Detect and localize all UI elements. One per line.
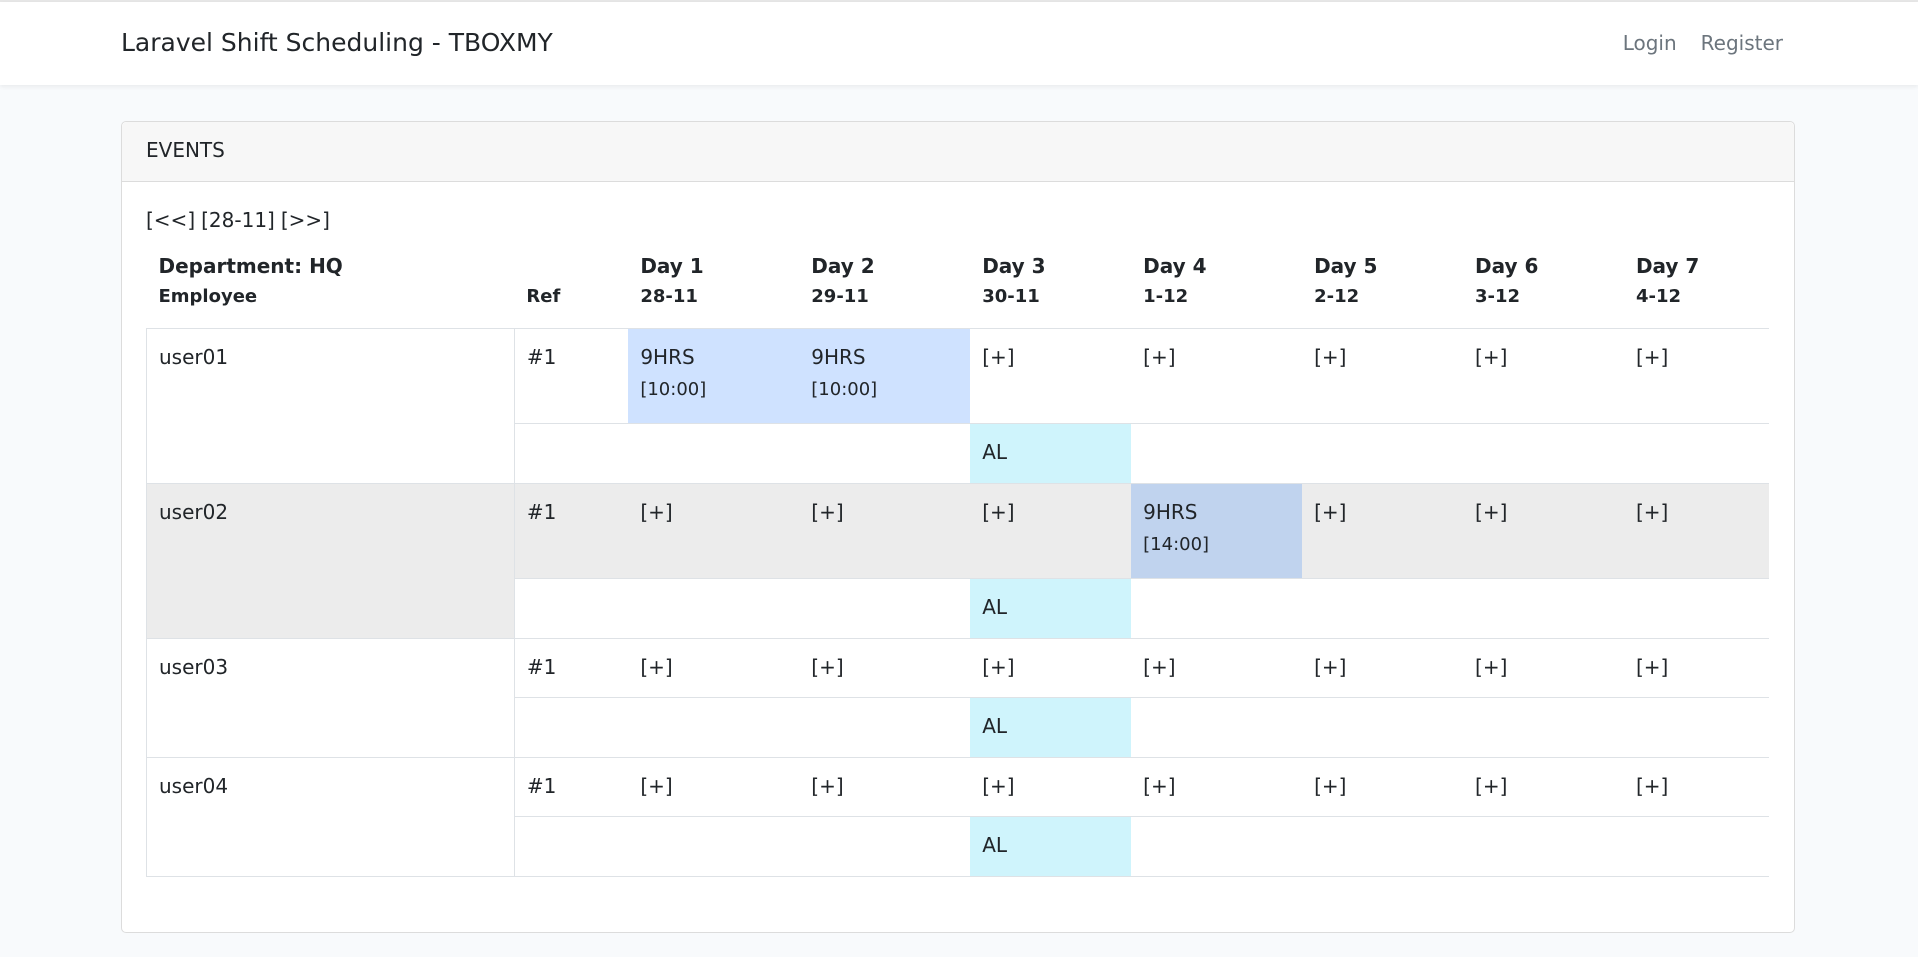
employee-cell: user03 [146,638,515,757]
leave-row: AL [146,423,1769,483]
department-label: Department: HQ [158,254,343,278]
leave-cell[interactable]: AL [970,423,1132,483]
leave-row: AL [146,578,1769,638]
day-header: Day 3 30-11 [970,246,1131,328]
add-shift-link[interactable]: [+] [640,773,673,798]
day-label: Day 5 [1314,254,1378,278]
day-date: 1-12 [1143,286,1189,307]
events-card: EVENTS [<<] [28-11] [>>] Department: HQ … [121,121,1795,933]
table-row: user01 #1 9HRS [10:00] 9HRS [10:00] [+] [+… [146,328,1769,483]
add-shift-link[interactable]: [+] [1314,499,1347,524]
day-header: Day 7 4-12 [1624,246,1769,328]
day-date: 28-11 [640,286,698,307]
day-header: Day 2 29-11 [799,246,970,328]
register-link[interactable]: Register [1700,31,1783,55]
add-shift-link[interactable]: [+] [982,499,1015,524]
day-label: Day 4 [1143,254,1207,278]
shift-time: [10:00] [640,378,707,400]
employee-cell: user04 [146,757,515,877]
add-shift-link[interactable]: [+] [982,344,1015,369]
login-link[interactable]: Login [1622,31,1677,55]
day-label: Day 7 [1635,254,1700,278]
card-title: EVENTS [122,122,1794,182]
top-navbar: Laravel Shift Scheduling - TBOXMY Login … [0,2,1918,85]
schedule-table: Department: HQ Employee Ref Day 1 28-11 D… [146,246,1769,877]
day-date: 30-11 [982,286,1040,307]
day-label: Day 3 [982,254,1046,278]
day-date: 3-12 [1475,286,1521,307]
brand-link[interactable]: Laravel Shift Scheduling - TBOXMY [121,28,553,57]
employee-column-header: Department: HQ Employee [147,246,515,328]
leave-cell[interactable]: AL [970,578,1132,638]
add-shift-link[interactable]: [+] [982,654,1015,679]
table-row: user02 #1 [+] [+] [+] 9HRS [14:00] [+] [+… [146,483,1769,638]
add-shift-link[interactable]: [+] [1635,654,1669,679]
leave-cell[interactable]: AL [970,697,1132,757]
day-date: 2-12 [1314,286,1360,307]
ref-cell: #1 [526,654,557,679]
day-header: Day 1 28-11 [628,246,799,328]
ref-cell: #1 [526,344,557,369]
leave-row: AL [146,697,1769,757]
add-shift-link[interactable]: [+] [1635,773,1669,798]
add-shift-link[interactable]: [+] [1143,654,1176,679]
add-shift-link[interactable]: [+] [1314,773,1347,798]
add-shift-link[interactable]: [+] [811,654,844,679]
shift-time: [10:00] [811,378,878,400]
add-shift-link[interactable]: [+] [1635,499,1669,524]
day-header: Day 5 2-12 [1302,246,1463,328]
add-shift-link[interactable]: [+] [1475,654,1508,679]
ref-header-label: Ref [526,286,561,307]
add-shift-link[interactable]: [+] [1143,773,1176,798]
table-header-row: Department: HQ Employee Ref Day 1 28-11 D… [147,246,1770,328]
day-header: Day 4 1-12 [1131,246,1302,328]
ref-column-header: Ref [514,246,628,328]
ref-cell: #1 [514,483,629,578]
add-shift-link[interactable]: [+] [640,499,673,524]
shift-hours: 9HRS [640,344,695,369]
nav-links: Login Register [1623,31,1783,55]
add-shift-link[interactable]: [+] [1314,344,1347,369]
table-row: user04 #1 [+] [+] [+] [+] [+] [+] [+] [146,757,1769,877]
add-shift-link[interactable]: [+] [1475,773,1508,798]
shift-time: [14:00] [1143,533,1210,555]
add-shift-link[interactable]: [+] [1475,499,1508,524]
day-date: 29-11 [811,286,869,307]
next-week-link[interactable]: [>>] [280,208,330,232]
employee-header-label: Employee [158,286,258,307]
current-week-link[interactable]: [28-11] [201,208,275,232]
leave-row: AL [146,816,1769,877]
shift-hours: 9HRS [1143,499,1198,524]
day-label: Day 1 [640,254,704,278]
week-pager: [<<] [28-11] [>>] [146,208,1770,246]
add-shift-link[interactable]: [+] [1314,654,1347,679]
shift-cell[interactable]: 9HRS [10:00] [799,328,971,423]
shift-cell[interactable]: 9HRS [10:00] [628,328,800,423]
shift-hours: 9HRS [811,344,866,369]
ref-cell: #1 [526,773,557,798]
card-body: [<<] [28-11] [>>] Department: HQ Employe… [122,182,1794,877]
add-shift-link[interactable]: [+] [1635,344,1669,369]
add-shift-link[interactable]: [+] [1475,344,1508,369]
day-label: Day 6 [1475,254,1539,278]
add-shift-link[interactable]: [+] [811,773,844,798]
leave-cell[interactable]: AL [970,816,1132,877]
add-shift-link[interactable]: [+] [811,499,844,524]
add-shift-link[interactable]: [+] [982,773,1015,798]
day-label: Day 2 [811,254,875,278]
employee-cell: user01 [146,328,515,483]
day-header: Day 6 3-12 [1463,246,1624,328]
prev-week-link[interactable]: [<<] [146,208,196,232]
add-shift-link[interactable]: [+] [1143,344,1176,369]
day-date: 4-12 [1635,286,1681,307]
add-shift-link[interactable]: [+] [640,654,673,679]
shift-cell[interactable]: 9HRS [14:00] [1131,483,1303,578]
employee-cell: user02 [146,483,515,638]
table-row: user03 #1 [+] [+] [+] [+] [+] [+] [+] [146,638,1769,757]
